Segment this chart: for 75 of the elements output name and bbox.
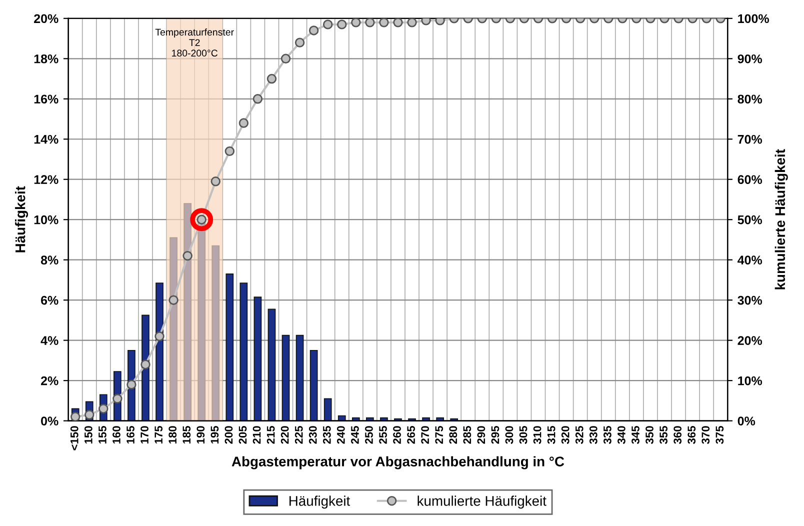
band-label: Temperaturfenster T2 180-200°C (155, 28, 234, 57)
legend-label: Häufigkeit (290, 496, 350, 509)
x-tick-label: 290 (477, 426, 486, 444)
x-tick-label: 300 (505, 426, 514, 444)
y2-tick-label: 60% (738, 175, 762, 184)
x-tick-label: 160 (112, 426, 120, 444)
x-tick-label: <150 (70, 426, 78, 450)
x-tick-label: 370 (702, 426, 710, 444)
x-tick-label: 260 (393, 426, 401, 444)
x-tick-label: 265 (407, 426, 415, 444)
x-tick-label: 210 (252, 426, 261, 444)
x-tick-label: 150 (84, 426, 92, 444)
y-tick-label: 10% (34, 215, 58, 224)
x-tick-label: 155 (98, 426, 106, 444)
x-tick-label: 230 (308, 426, 317, 444)
x-tick-label: 165 (126, 426, 134, 444)
y-tick-label: 12% (34, 175, 58, 184)
y-tick-label: 0% (41, 416, 58, 426)
y-axis-title: Häufigkeit (15, 186, 28, 252)
y-tick-label: 2% (40, 376, 58, 386)
x-tick-label: 170 (140, 426, 148, 444)
x-tick-label: 315 (547, 426, 556, 444)
x-tick-label: 175 (154, 426, 162, 444)
y2-tick-label: 30% (738, 296, 762, 305)
x-tick-label: 200 (224, 426, 233, 444)
y-tick-label: 18% (34, 54, 58, 64)
y2-axis-title: kumulierte Häufigkeit (774, 149, 788, 290)
x-tick-label: 375 (716, 426, 724, 444)
y-tick-label: 8% (40, 256, 58, 264)
y2-tick-label: 40% (738, 256, 762, 264)
x-tick-label: 195 (210, 426, 219, 444)
y-tick-label: 6% (41, 296, 58, 305)
y-tick-label: 14% (34, 134, 58, 144)
y2-tick-label: 90% (738, 54, 762, 64)
x-tick-label: 330 (589, 426, 598, 444)
x-tick-label: 180 (168, 426, 177, 444)
x-tick-label: 270 (421, 426, 430, 444)
x-tick-label: 335 (604, 426, 612, 444)
y-tick-label: 16% (34, 94, 58, 104)
x-tick-label: 225 (294, 426, 303, 444)
x-tick-label: 365 (688, 426, 696, 444)
x-tick-label: 295 (491, 426, 500, 444)
x-tick-label: 250 (365, 426, 373, 444)
x-tick-label: 360 (674, 426, 682, 444)
x-tick-label: 220 (280, 426, 289, 444)
x-tick-label: 240 (336, 426, 345, 444)
y2-tick-label: 10% (738, 376, 762, 386)
y2-tick-label: 70% (738, 134, 762, 144)
legend-label: kumulierte Häufigkeit (418, 496, 546, 509)
x-tick-label: 215 (266, 426, 275, 444)
x-tick-label: 340 (618, 426, 626, 444)
x-tick-label: 350 (646, 426, 654, 444)
y2-tick-label: 0% (738, 416, 756, 426)
y-tick-label: 20% (34, 14, 58, 24)
x-tick-label: 190 (196, 426, 205, 444)
x-tick-label: 245 (351, 426, 359, 444)
x-tick-label: 325 (575, 426, 584, 444)
x-tick-label: 310 (533, 426, 542, 444)
x-tick-label: 275 (435, 426, 444, 444)
x-axis-title: Abgastemperatur vor Abgasnachbehandlung in °C (232, 456, 564, 470)
x-tick-label: 205 (238, 426, 247, 444)
y2-tick-label: 50% (738, 215, 762, 224)
x-tick-label: 185 (182, 426, 191, 444)
x-tick-label: 280 (449, 426, 458, 444)
y2-tick-label: 100% (738, 14, 769, 24)
x-tick-label: 235 (322, 426, 331, 444)
x-tick-label: 320 (561, 426, 570, 444)
x-tick-label: 355 (660, 426, 668, 444)
y2-tick-label: 20% (738, 336, 762, 345)
x-tick-label: 285 (463, 426, 472, 444)
x-tick-label: 255 (379, 426, 387, 444)
x-tick-label: 305 (519, 426, 528, 444)
y-tick-label: 4% (40, 336, 58, 345)
x-tick-label: 345 (632, 426, 640, 444)
y2-tick-label: 80% (738, 94, 762, 104)
